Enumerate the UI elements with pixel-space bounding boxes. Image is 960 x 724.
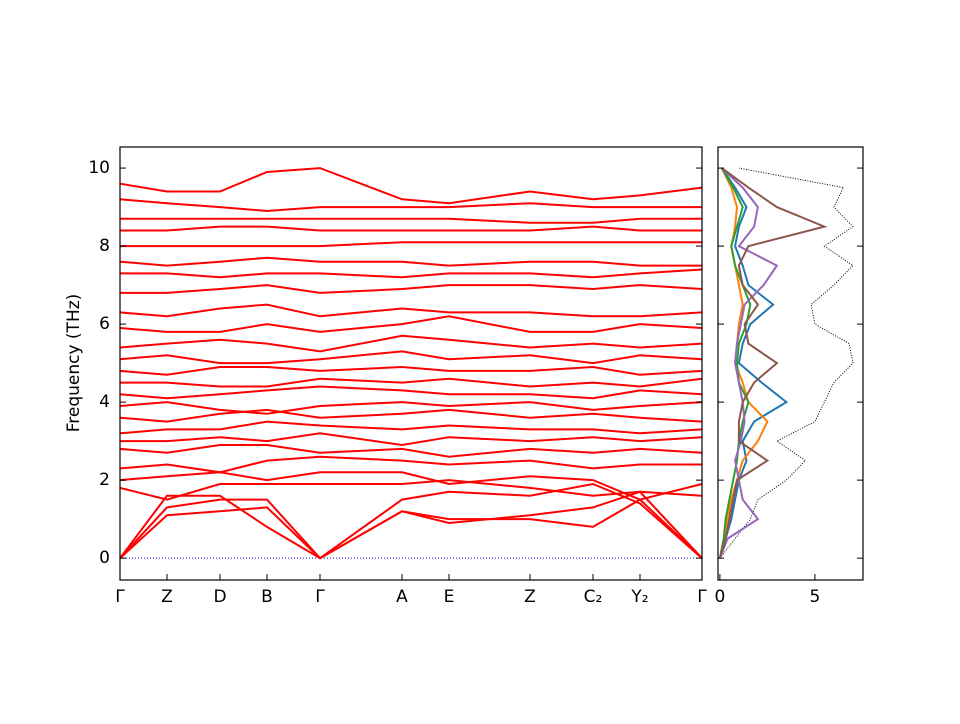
dos-line: [718, 167, 779, 559]
plot-frame: [717, 146, 864, 581]
band-line: [119, 471, 703, 501]
band-line: [120, 225, 702, 232]
x-tick-label: D: [213, 587, 226, 607]
dos-line: [719, 167, 854, 559]
band-line: [120, 241, 702, 248]
y-axis-label: Frequency (THz): [64, 294, 84, 433]
band-line: [119, 482, 703, 560]
y-tick-label: 6: [99, 314, 110, 334]
band-line: [119, 444, 703, 458]
band-line: [120, 284, 703, 294]
x-tick-label: Γ: [315, 587, 325, 607]
x-tick-label: Γ: [697, 587, 707, 607]
y-tick-label: 4: [99, 392, 110, 412]
plot-frame: [119, 146, 703, 581]
band-line: [119, 420, 703, 435]
band-line: [119, 490, 703, 560]
band-line: [119, 365, 703, 376]
x-tick-label: B: [261, 587, 273, 607]
y-tick-label: 0: [99, 548, 110, 568]
band-line: [119, 350, 703, 365]
x-tick-label: E: [444, 587, 455, 607]
x-tick-label: Z: [161, 587, 173, 607]
band-line: [119, 334, 703, 353]
band-line: [119, 401, 703, 415]
x-tick-label: Γ: [115, 587, 125, 607]
band-line: [119, 303, 703, 318]
dos-line: [718, 167, 789, 559]
x-tick-label: 5: [810, 587, 821, 607]
x-tick-label: Y₂: [630, 587, 648, 607]
x-tick-label: 0: [714, 587, 725, 607]
x-tick-label: Z: [524, 587, 536, 607]
band-line: [119, 479, 703, 501]
band-line: [119, 315, 703, 333]
y-tick-label: 10: [88, 158, 110, 178]
dos-line: [718, 167, 752, 559]
y-tick-label: 8: [99, 236, 110, 256]
y-tick-label: 2: [99, 470, 110, 490]
band-line: [119, 198, 702, 213]
band-line: [120, 432, 703, 447]
band-line: [119, 256, 702, 267]
band-line: [119, 385, 703, 400]
band-line: [119, 455, 702, 474]
band-line: [120, 217, 702, 224]
band-line: [119, 167, 703, 205]
band-line: [119, 408, 703, 423]
dos-line: [718, 167, 828, 559]
band-line: [120, 268, 703, 279]
band-line: [120, 377, 703, 388]
x-tick-label: C₂: [584, 587, 603, 607]
x-tick-label: A: [396, 587, 408, 607]
